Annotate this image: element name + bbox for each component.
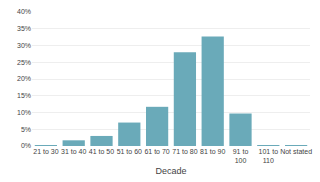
svg-text:Not stated: Not stated (280, 148, 312, 155)
svg-text:15%: 15% (17, 92, 31, 99)
svg-text:31 to 40: 31 to 40 (61, 148, 86, 155)
svg-text:30%: 30% (17, 42, 31, 49)
svg-text:81 to 90: 81 to 90 (200, 148, 225, 155)
svg-text:0%: 0% (21, 142, 31, 149)
svg-text:101 to110: 101 to110 (259, 148, 279, 164)
svg-text:35%: 35% (17, 25, 31, 32)
svg-text:71 to 80: 71 to 80 (172, 148, 197, 155)
svg-text:Decade: Decade (155, 166, 186, 176)
svg-text:41 to 50: 41 to 50 (89, 148, 114, 155)
svg-text:40%: 40% (17, 8, 31, 15)
svg-text:91 to100: 91 to100 (233, 148, 249, 164)
svg-text:5%: 5% (21, 126, 31, 133)
svg-text:51 to 60: 51 to 60 (117, 148, 142, 155)
svg-text:25%: 25% (17, 59, 31, 66)
svg-text:20%: 20% (17, 75, 31, 82)
svg-text:61 to 70: 61 to 70 (144, 148, 169, 155)
svg-text:21 to 30: 21 to 30 (33, 148, 58, 155)
svg-text:10%: 10% (17, 109, 31, 116)
